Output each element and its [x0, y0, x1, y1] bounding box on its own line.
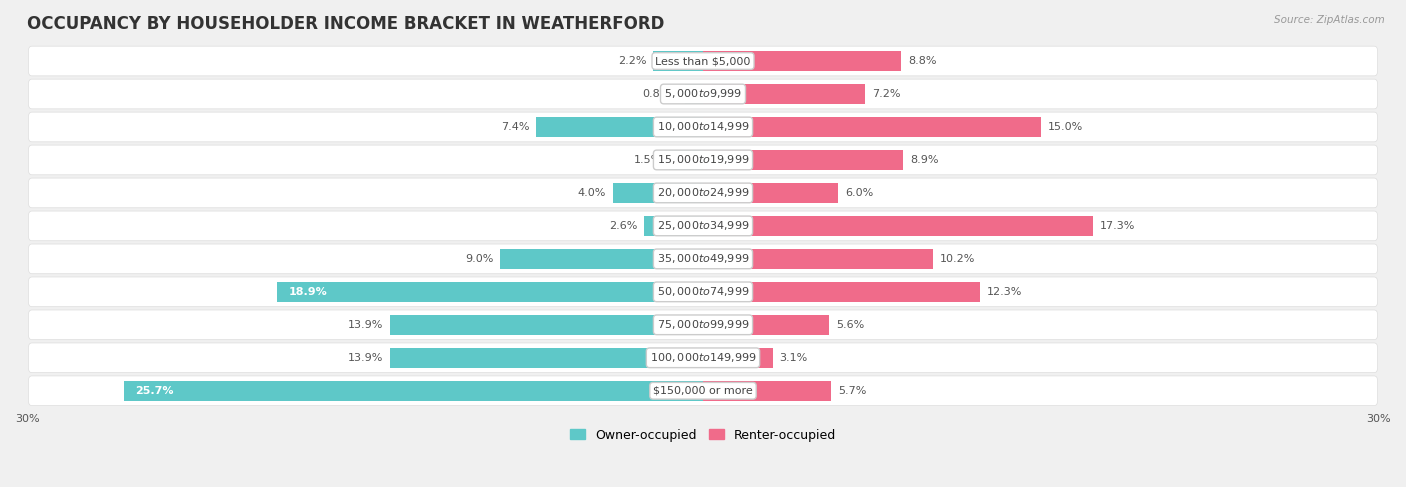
Text: 4.0%: 4.0% [578, 188, 606, 198]
Text: 10.2%: 10.2% [939, 254, 974, 264]
Text: 1.5%: 1.5% [634, 155, 662, 165]
Bar [389, 348, 703, 368]
Text: $15,000 to $19,999: $15,000 to $19,999 [657, 153, 749, 167]
Text: OCCUPANCY BY HOUSEHOLDER INCOME BRACKET IN WEATHERFORD: OCCUPANCY BY HOUSEHOLDER INCOME BRACKET … [27, 15, 665, 33]
Text: 25.7%: 25.7% [135, 386, 174, 396]
Text: 3.1%: 3.1% [779, 353, 808, 363]
Text: $150,000 or more: $150,000 or more [654, 386, 752, 396]
Text: $100,000 to $149,999: $100,000 to $149,999 [650, 351, 756, 364]
Text: $75,000 to $99,999: $75,000 to $99,999 [657, 318, 749, 331]
Text: 15.0%: 15.0% [1047, 122, 1083, 132]
Bar [703, 216, 1092, 236]
FancyBboxPatch shape [28, 277, 1378, 307]
Text: 2.2%: 2.2% [619, 56, 647, 66]
Text: $20,000 to $24,999: $20,000 to $24,999 [657, 187, 749, 199]
Text: $25,000 to $34,999: $25,000 to $34,999 [657, 220, 749, 232]
Text: 13.9%: 13.9% [347, 320, 384, 330]
Text: Source: ZipAtlas.com: Source: ZipAtlas.com [1274, 15, 1385, 25]
FancyBboxPatch shape [28, 211, 1378, 241]
Text: 0.82%: 0.82% [643, 89, 678, 99]
FancyBboxPatch shape [28, 343, 1378, 373]
Bar [389, 315, 703, 335]
Bar [703, 348, 773, 368]
FancyBboxPatch shape [28, 178, 1378, 208]
Text: 6.0%: 6.0% [845, 188, 873, 198]
Bar [536, 117, 703, 137]
Bar [644, 216, 703, 236]
Text: Less than $5,000: Less than $5,000 [655, 56, 751, 66]
Bar [703, 183, 838, 203]
Legend: Owner-occupied, Renter-occupied: Owner-occupied, Renter-occupied [565, 424, 841, 447]
Bar [613, 183, 703, 203]
Text: 7.4%: 7.4% [501, 122, 530, 132]
Bar [703, 380, 831, 401]
Text: 18.9%: 18.9% [288, 287, 328, 297]
Bar [124, 380, 703, 401]
Bar [703, 249, 932, 269]
Bar [703, 281, 980, 302]
Text: 7.2%: 7.2% [872, 89, 900, 99]
Bar [703, 84, 865, 104]
Bar [703, 117, 1040, 137]
Text: 8.8%: 8.8% [908, 56, 936, 66]
Text: 5.7%: 5.7% [838, 386, 866, 396]
Text: 12.3%: 12.3% [987, 287, 1022, 297]
FancyBboxPatch shape [28, 145, 1378, 175]
Bar [703, 51, 901, 71]
Text: 17.3%: 17.3% [1099, 221, 1135, 231]
Text: 9.0%: 9.0% [465, 254, 494, 264]
Text: 13.9%: 13.9% [347, 353, 384, 363]
FancyBboxPatch shape [28, 46, 1378, 76]
FancyBboxPatch shape [28, 112, 1378, 142]
Bar [654, 51, 703, 71]
Bar [277, 281, 703, 302]
FancyBboxPatch shape [28, 310, 1378, 339]
Bar [703, 315, 830, 335]
Text: $50,000 to $74,999: $50,000 to $74,999 [657, 285, 749, 299]
FancyBboxPatch shape [28, 244, 1378, 274]
Text: $10,000 to $14,999: $10,000 to $14,999 [657, 120, 749, 133]
Bar [685, 84, 703, 104]
Bar [501, 249, 703, 269]
Bar [669, 150, 703, 170]
FancyBboxPatch shape [28, 376, 1378, 406]
FancyBboxPatch shape [28, 79, 1378, 109]
Text: 5.6%: 5.6% [837, 320, 865, 330]
Bar [703, 150, 904, 170]
Text: $5,000 to $9,999: $5,000 to $9,999 [664, 88, 742, 100]
Text: 8.9%: 8.9% [910, 155, 939, 165]
Text: $35,000 to $49,999: $35,000 to $49,999 [657, 252, 749, 265]
Text: 2.6%: 2.6% [609, 221, 638, 231]
